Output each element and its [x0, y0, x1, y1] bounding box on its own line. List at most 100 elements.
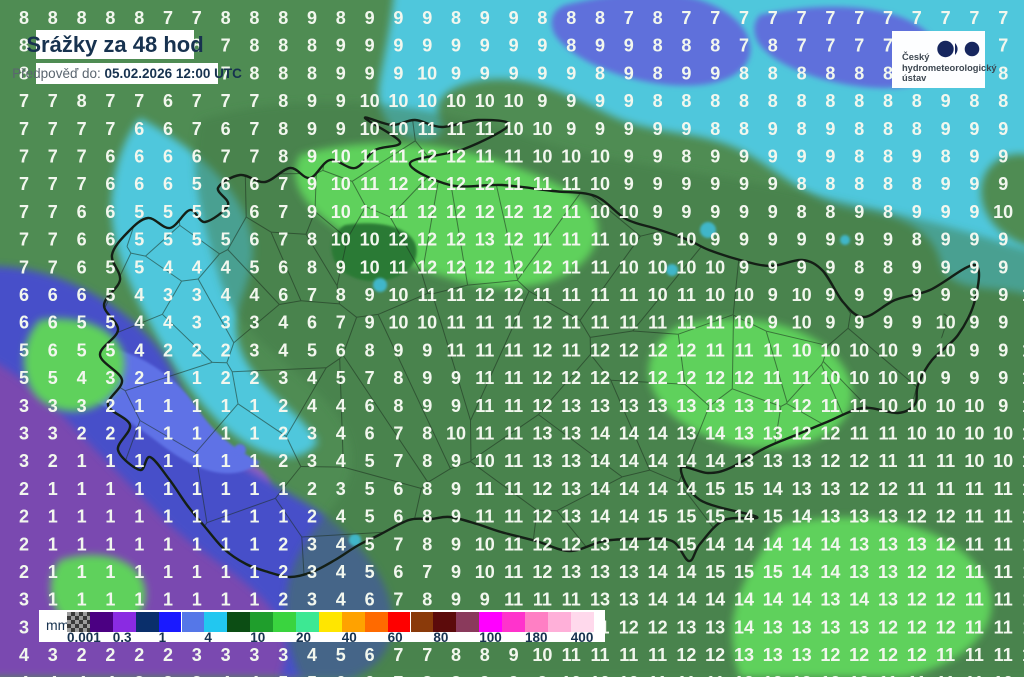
svg-text:11: 11 — [965, 617, 984, 637]
svg-text:4: 4 — [336, 396, 346, 416]
svg-text:11: 11 — [590, 285, 609, 305]
svg-text:8: 8 — [422, 424, 432, 444]
svg-text:9: 9 — [768, 147, 778, 167]
svg-text:3: 3 — [307, 590, 317, 610]
svg-text:9: 9 — [825, 257, 835, 277]
svg-text:12: 12 — [532, 507, 552, 527]
svg-text:11: 11 — [907, 451, 926, 471]
svg-text:11: 11 — [475, 396, 494, 416]
svg-text:3: 3 — [278, 645, 288, 665]
svg-text:3: 3 — [249, 313, 259, 333]
svg-text:1: 1 — [249, 562, 259, 582]
svg-text:6: 6 — [336, 673, 346, 677]
svg-text:13: 13 — [878, 534, 898, 554]
svg-text:3: 3 — [19, 451, 29, 471]
svg-text:12: 12 — [936, 590, 956, 610]
svg-text:8: 8 — [307, 257, 317, 277]
svg-text:1: 1 — [221, 534, 231, 554]
svg-text:9: 9 — [451, 396, 461, 416]
svg-text:4: 4 — [336, 451, 346, 471]
svg-text:10: 10 — [446, 424, 466, 444]
svg-text:11: 11 — [562, 645, 581, 665]
svg-text:9: 9 — [653, 119, 663, 139]
svg-text:11: 11 — [504, 534, 523, 554]
svg-text:8: 8 — [912, 91, 922, 111]
svg-text:5: 5 — [19, 368, 29, 388]
svg-text:13: 13 — [676, 424, 696, 444]
svg-text:4: 4 — [307, 645, 317, 665]
svg-text:11: 11 — [360, 174, 379, 194]
svg-text:9: 9 — [768, 202, 778, 222]
svg-text:8: 8 — [998, 63, 1008, 83]
svg-text:8: 8 — [941, 147, 951, 167]
svg-text:1: 1 — [192, 424, 202, 444]
svg-text:11: 11 — [533, 590, 552, 610]
svg-text:10: 10 — [504, 119, 524, 139]
svg-text:10: 10 — [388, 119, 408, 139]
svg-text:5: 5 — [365, 562, 375, 582]
svg-text:9: 9 — [768, 119, 778, 139]
svg-text:8: 8 — [653, 63, 663, 83]
svg-text:8: 8 — [451, 645, 461, 665]
svg-text:9: 9 — [393, 36, 403, 56]
svg-text:8: 8 — [278, 147, 288, 167]
svg-text:8: 8 — [883, 174, 893, 194]
svg-text:7: 7 — [393, 645, 403, 665]
svg-text:2: 2 — [278, 424, 288, 444]
svg-text:8: 8 — [854, 147, 864, 167]
svg-text:6: 6 — [77, 257, 87, 277]
svg-text:4: 4 — [221, 257, 231, 277]
svg-text:1: 1 — [278, 507, 288, 527]
svg-text:4: 4 — [336, 562, 346, 582]
svg-text:9: 9 — [998, 174, 1008, 194]
svg-text:4: 4 — [278, 340, 288, 360]
svg-text:2: 2 — [105, 645, 115, 665]
svg-text:8: 8 — [249, 36, 259, 56]
svg-text:7: 7 — [912, 8, 922, 28]
svg-text:1: 1 — [134, 562, 144, 582]
svg-text:8: 8 — [393, 368, 403, 388]
svg-text:8: 8 — [451, 673, 461, 677]
svg-text:9: 9 — [998, 396, 1008, 416]
svg-text:13: 13 — [878, 507, 898, 527]
svg-text:14: 14 — [648, 451, 668, 471]
svg-text:7: 7 — [249, 147, 259, 167]
svg-text:2: 2 — [278, 396, 288, 416]
svg-text:12: 12 — [820, 673, 840, 677]
svg-text:7: 7 — [768, 8, 778, 28]
svg-text:11: 11 — [504, 451, 523, 471]
svg-text:6: 6 — [221, 174, 231, 194]
svg-text:4: 4 — [278, 313, 288, 333]
svg-text:10: 10 — [676, 257, 696, 277]
svg-text:14: 14 — [619, 451, 639, 471]
svg-text:9: 9 — [998, 147, 1008, 167]
svg-text:11: 11 — [821, 396, 840, 416]
svg-text:3: 3 — [336, 479, 346, 499]
svg-text:9: 9 — [825, 285, 835, 305]
svg-text:12: 12 — [763, 673, 783, 677]
svg-text:1: 1 — [163, 396, 173, 416]
svg-text:7: 7 — [48, 147, 58, 167]
svg-text:10: 10 — [993, 673, 1013, 677]
svg-text:12: 12 — [532, 313, 552, 333]
svg-text:7: 7 — [249, 119, 259, 139]
svg-text:8: 8 — [825, 63, 835, 83]
svg-text:6: 6 — [365, 424, 375, 444]
svg-text:11: 11 — [965, 562, 984, 582]
svg-text:13: 13 — [619, 562, 639, 582]
svg-text:3: 3 — [192, 645, 202, 665]
svg-text:2: 2 — [307, 479, 317, 499]
svg-text:8: 8 — [595, 8, 605, 28]
svg-text:11: 11 — [648, 313, 667, 333]
svg-text:1: 1 — [77, 562, 87, 582]
svg-text:9: 9 — [912, 285, 922, 305]
svg-text:6: 6 — [19, 285, 29, 305]
svg-text:8: 8 — [739, 63, 749, 83]
svg-text:7: 7 — [797, 36, 807, 56]
svg-text:5: 5 — [163, 202, 173, 222]
svg-text:5: 5 — [134, 257, 144, 277]
svg-text:9: 9 — [883, 230, 893, 250]
svg-text:1: 1 — [192, 590, 202, 610]
svg-text:9: 9 — [969, 174, 979, 194]
svg-text:12: 12 — [446, 202, 466, 222]
